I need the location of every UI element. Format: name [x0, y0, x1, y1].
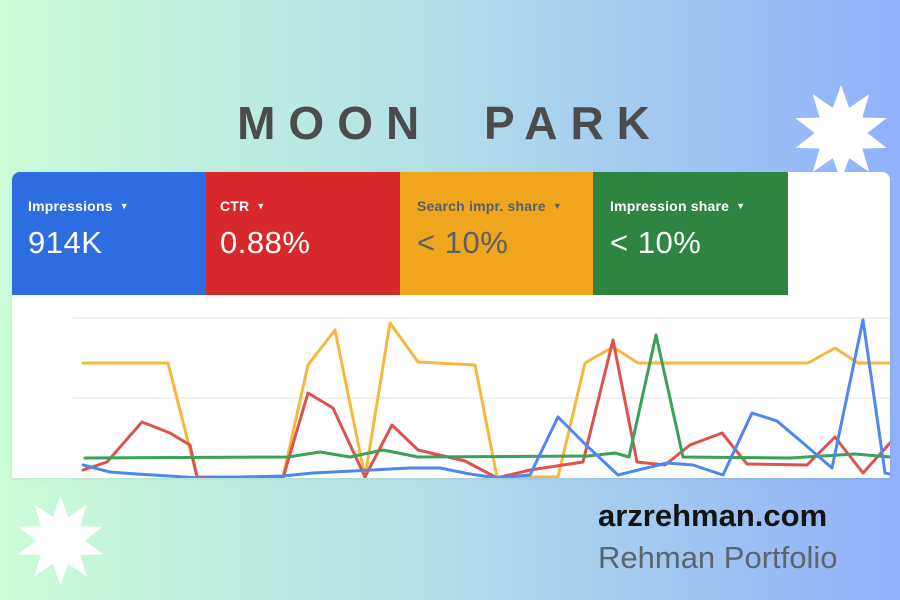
chevron-down-icon[interactable]: ▼: [552, 201, 562, 211]
chevron-down-icon[interactable]: ▼: [119, 201, 129, 211]
scorecard-impression-share[interactable]: Impression share ▼ < 10%: [593, 172, 788, 295]
scorecard-impressions[interactable]: Impressions ▼ 914K: [12, 172, 206, 295]
series-line-impressions: [81, 318, 890, 478]
scorecard-value: 0.88%: [220, 225, 311, 260]
starburst-icon: [18, 496, 103, 585]
chevron-down-icon[interactable]: ▼: [256, 201, 266, 211]
scorecard-value: < 10%: [417, 225, 509, 260]
starburst-icon: [795, 85, 887, 181]
scorecard-label-row: CTR ▼: [220, 198, 400, 214]
scorecard-label-row: Impression share ▼: [610, 198, 788, 214]
footer-branding: arzrehman.com Rehman Portfolio: [598, 495, 838, 579]
chevron-down-icon[interactable]: ▼: [736, 201, 746, 211]
scorecard-label: Search impr. share: [417, 198, 546, 214]
scorecard-value: 914K: [28, 225, 103, 260]
series-line-impression-share: [83, 333, 890, 460]
page-title: MOON PARK: [237, 97, 663, 149]
scorecard-value: < 10%: [610, 225, 702, 260]
chart-area: [12, 295, 890, 478]
scorecard-row-spacer: [788, 172, 890, 295]
scorecard-label-row: Search impr. share ▼: [417, 198, 593, 214]
website-url: arzrehman.com: [598, 498, 828, 533]
scorecard-ctr[interactable]: CTR ▼ 0.88%: [206, 172, 400, 295]
scorecard-row: Impressions ▼ 914K CTR ▼ 0.88% Search impr…: [12, 172, 890, 295]
scorecard-label-row: Impressions ▼: [28, 198, 206, 214]
series-line-search-impr-share: [81, 321, 890, 478]
scorecard-label: CTR: [220, 198, 250, 214]
ads-overview-panel: Impressions ▼ 914K CTR ▼ 0.88% Search impr…: [12, 172, 890, 478]
scorecard-search-impr-share[interactable]: Search impr. share ▼ < 10%: [400, 172, 593, 295]
scorecard-label: Impression share: [610, 198, 730, 214]
portfolio-label: Rehman Portfolio: [598, 540, 838, 575]
performance-line-chart: [73, 317, 890, 478]
scorecard-label: Impressions: [28, 198, 113, 214]
